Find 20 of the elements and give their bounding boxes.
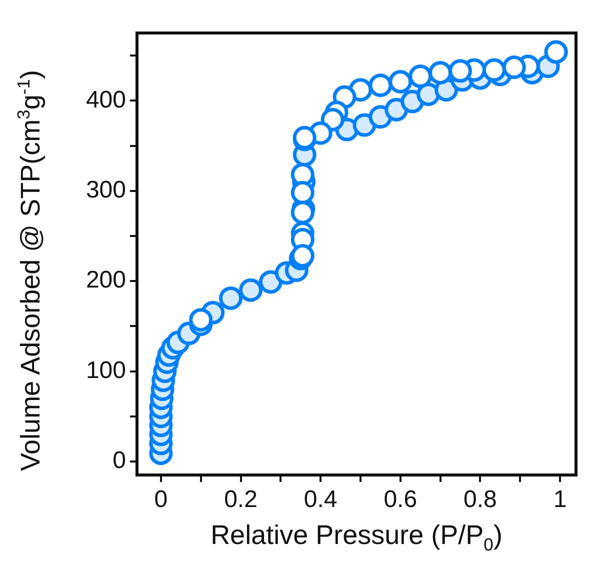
x-tick-label: 1 (553, 486, 567, 514)
x-axis-title: Relative Pressure (P/P$_{0}$) (210, 520, 504, 556)
point (448, 59, 472, 83)
y-tick-label: 100 (86, 356, 126, 384)
x-tick-label: 0.2 (224, 486, 258, 514)
x-tick-label: 0.8 (464, 486, 497, 514)
y-tick-label: 200 (86, 266, 126, 294)
x-tick-label: 0.6 (384, 486, 418, 514)
y-tick-label: 400 (86, 86, 126, 114)
point (219, 286, 243, 310)
x-tick-label: 0.4 (304, 486, 338, 514)
x-tick-label: 0 (154, 486, 168, 514)
y-tick-label: 300 (86, 176, 126, 204)
point (189, 308, 213, 332)
point (290, 200, 314, 224)
point (238, 278, 262, 302)
point (502, 56, 526, 80)
y-tick-label: 0 (112, 447, 126, 474)
point (482, 58, 506, 82)
point (258, 270, 282, 294)
